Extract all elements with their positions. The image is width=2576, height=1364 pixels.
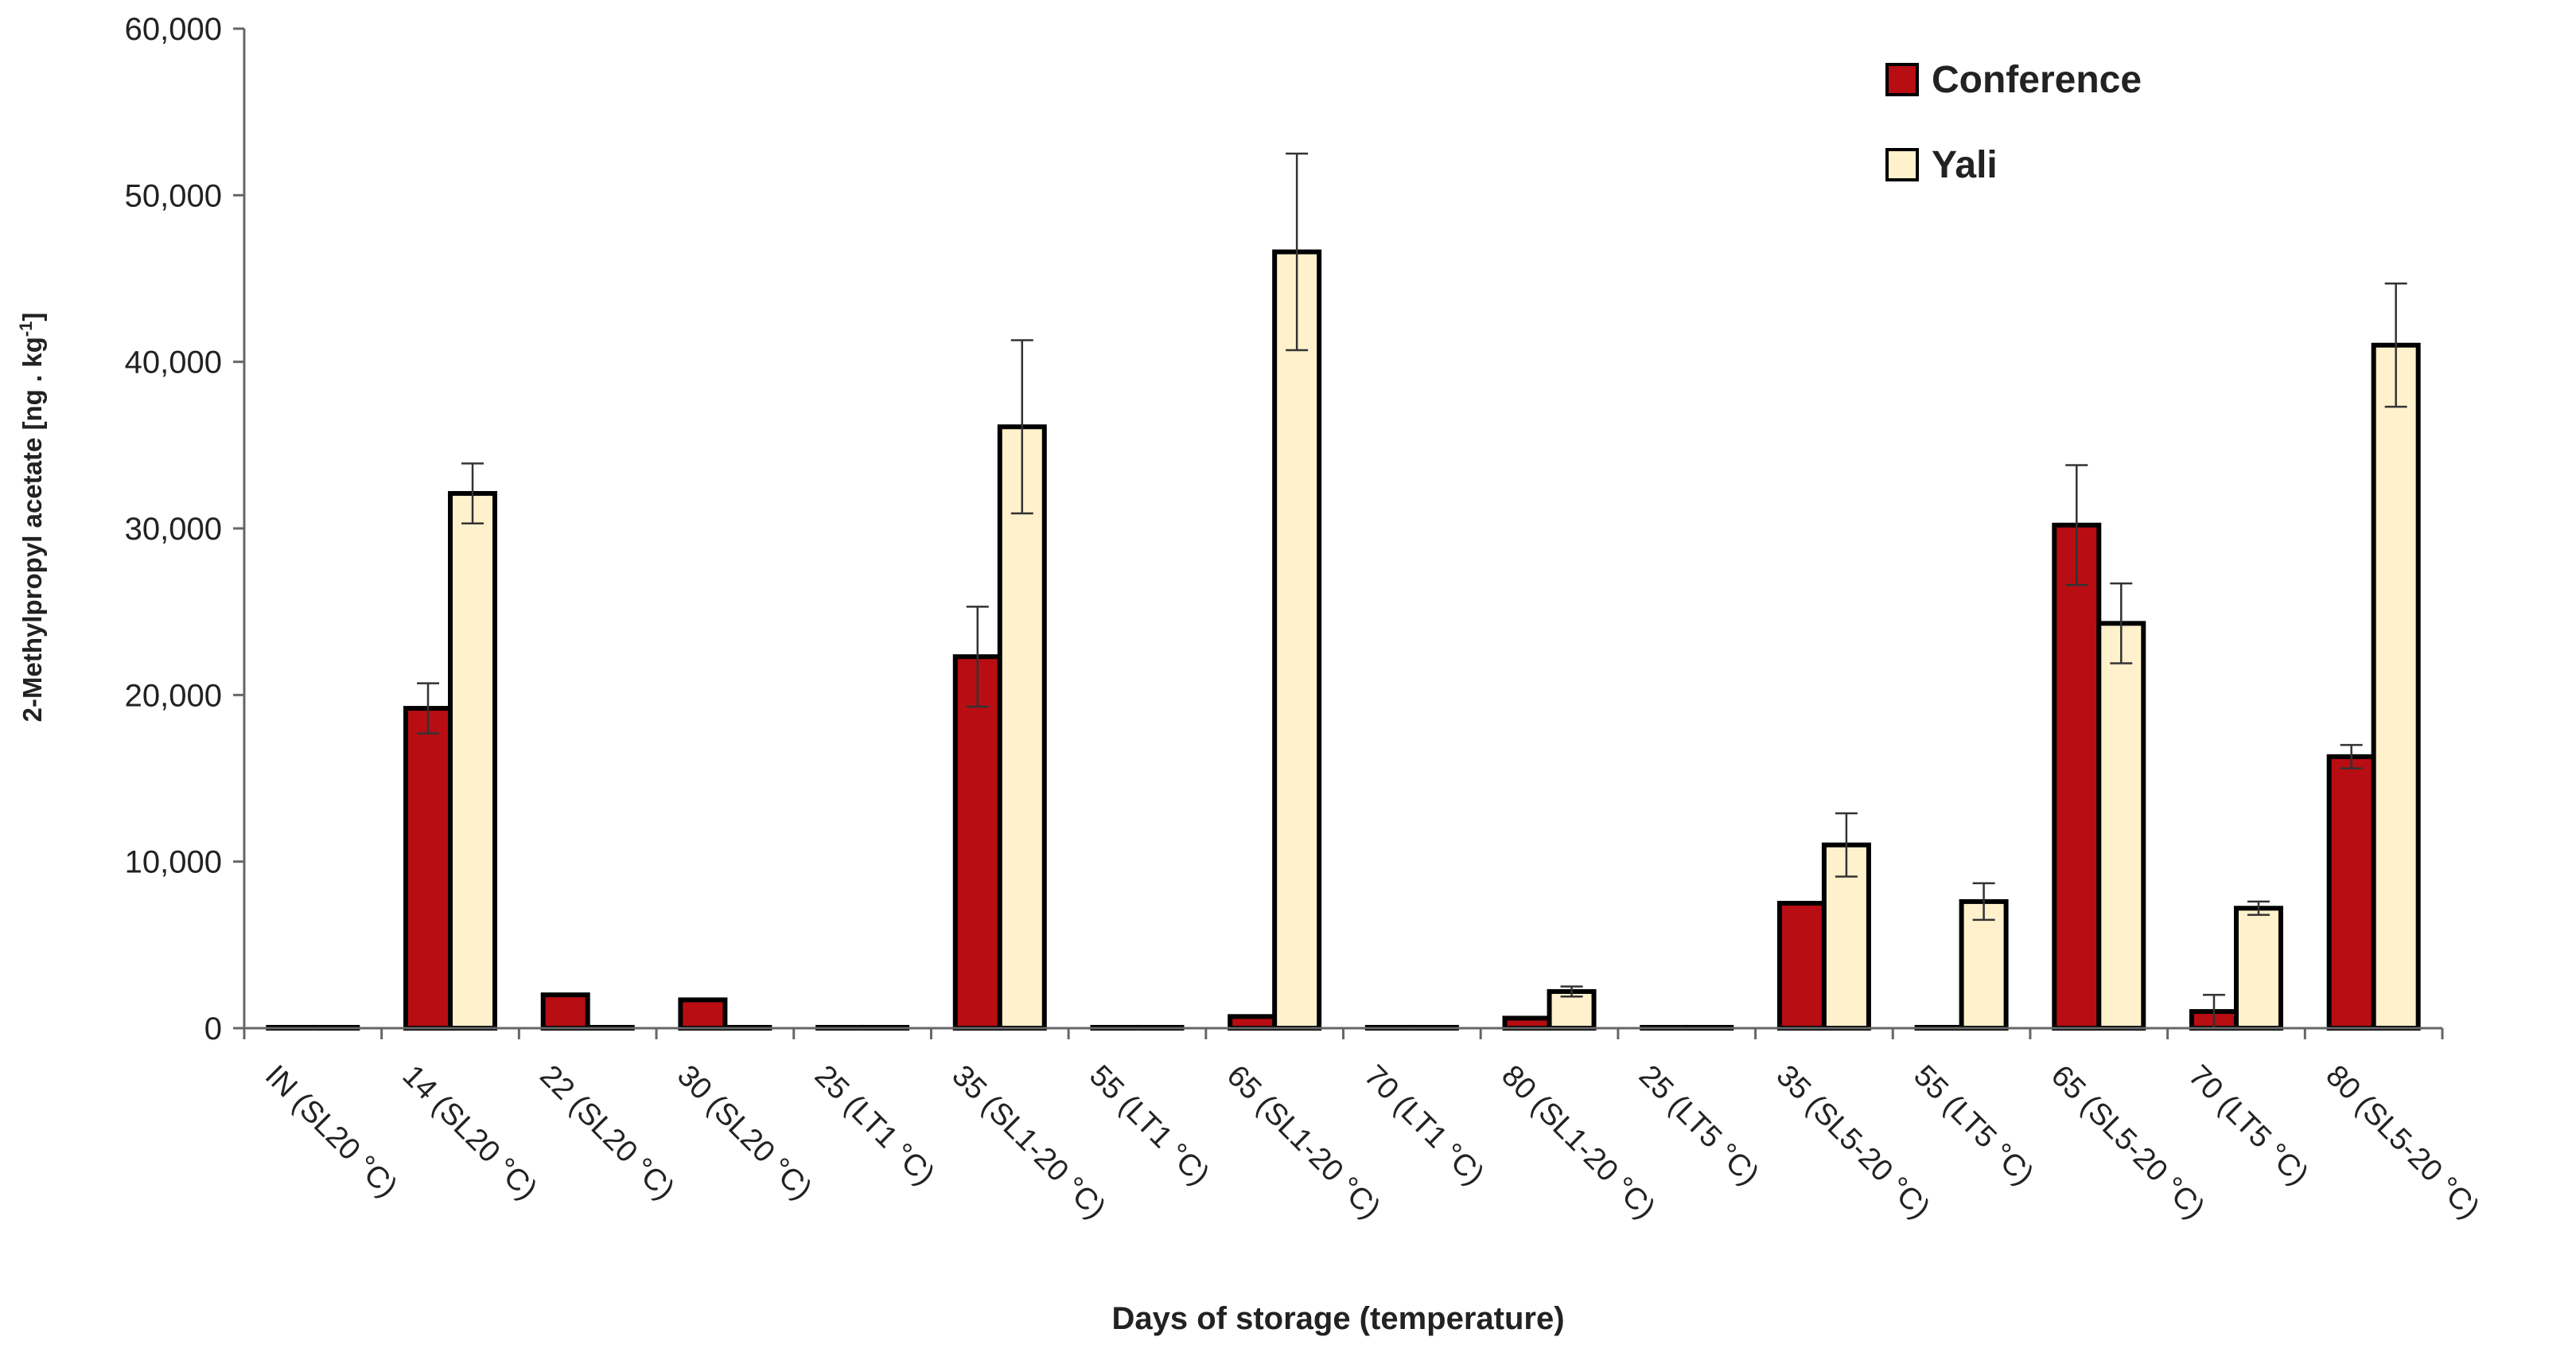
legend-swatch-yali <box>1885 148 1919 181</box>
y-tick-label-0: 0 <box>204 1011 222 1046</box>
x-tick-label-15: 80 (SL5-20 °C) <box>2319 1059 2485 1226</box>
x-tick-label-8: 70 (LT1 °C) <box>1357 1059 1490 1192</box>
y-axis-title-superscript: -1 <box>16 322 36 337</box>
legend-label-yali: Yali <box>1932 144 1998 186</box>
x-tick-label-14: 70 (LT5 °C) <box>2182 1059 2315 1192</box>
x-tick-label-6: 55 (LT1 °C) <box>1083 1059 1216 1192</box>
x-tick-label-1: 14 (SL20 °C) <box>396 1059 543 1206</box>
x-tick-label-4: 25 (LT1 °C) <box>808 1059 941 1192</box>
y-axis-title: 2-Methylpropyl acetate [ng . kg-1] <box>16 313 47 723</box>
x-tick-label-3: 30 (SL20 °C) <box>671 1059 818 1206</box>
x-tick-label-2: 22 (SL20 °C) <box>533 1059 680 1206</box>
y-axis-title-end: ] <box>18 313 47 322</box>
bar-yali-5 <box>997 424 1047 1031</box>
x-axis-title: Days of storage (temperature) <box>1111 1301 1564 1336</box>
x-tick-label-10: 25 (LT5 °C) <box>1632 1059 1765 1192</box>
y-tick-label-4: 40,000 <box>125 345 222 380</box>
legend-swatch-conference <box>1885 63 1919 96</box>
bar-yali-13 <box>2096 621 2146 1031</box>
legend-label-conference: Conference <box>1932 59 2142 101</box>
bar-conference-3 <box>678 997 728 1031</box>
bar-conference-9 <box>1502 1015 1552 1031</box>
bar-conference-5 <box>952 654 1002 1031</box>
y-tick-label-5: 50,000 <box>125 178 222 213</box>
legend: Conference Yali <box>1885 59 2142 186</box>
bar-yali-1 <box>448 491 498 1031</box>
y-tick-label-6: 60,000 <box>125 12 222 47</box>
bar-yali-15 <box>2371 342 2421 1031</box>
bar-conference-11 <box>1776 901 1827 1031</box>
x-ticks-layer: IN (SL20 °C)14 (SL20 °C)22 (SL20 °C)30 (… <box>243 1028 2486 1226</box>
y-tick-label-1: 10,000 <box>125 845 222 880</box>
bar-conference-7 <box>1228 1014 1278 1031</box>
bar-conference-15 <box>2326 754 2376 1031</box>
bar-yali-14 <box>2233 906 2283 1031</box>
x-tick-label-12: 55 (LT5 °C) <box>1907 1059 2040 1192</box>
bars-layer <box>266 249 2421 1031</box>
error-bars-layer <box>417 152 2407 1030</box>
bar-conference-13 <box>2052 522 2102 1031</box>
y-axis-title-main: 2-Methylpropyl acetate [ng . kg <box>18 337 47 722</box>
bar-conference-2 <box>540 992 590 1031</box>
y-tick-label-3: 30,000 <box>125 512 222 547</box>
bar-yali-7 <box>1272 249 1322 1031</box>
y-tick-label-2: 20,000 <box>125 678 222 713</box>
x-tick-label-0: IN (SL20 °C) <box>259 1059 403 1204</box>
y-ticks-layer: 0 10,000 20,000 30,000 40,000 50,000 60,000 <box>125 12 244 1046</box>
bar-conference-1 <box>403 706 453 1031</box>
